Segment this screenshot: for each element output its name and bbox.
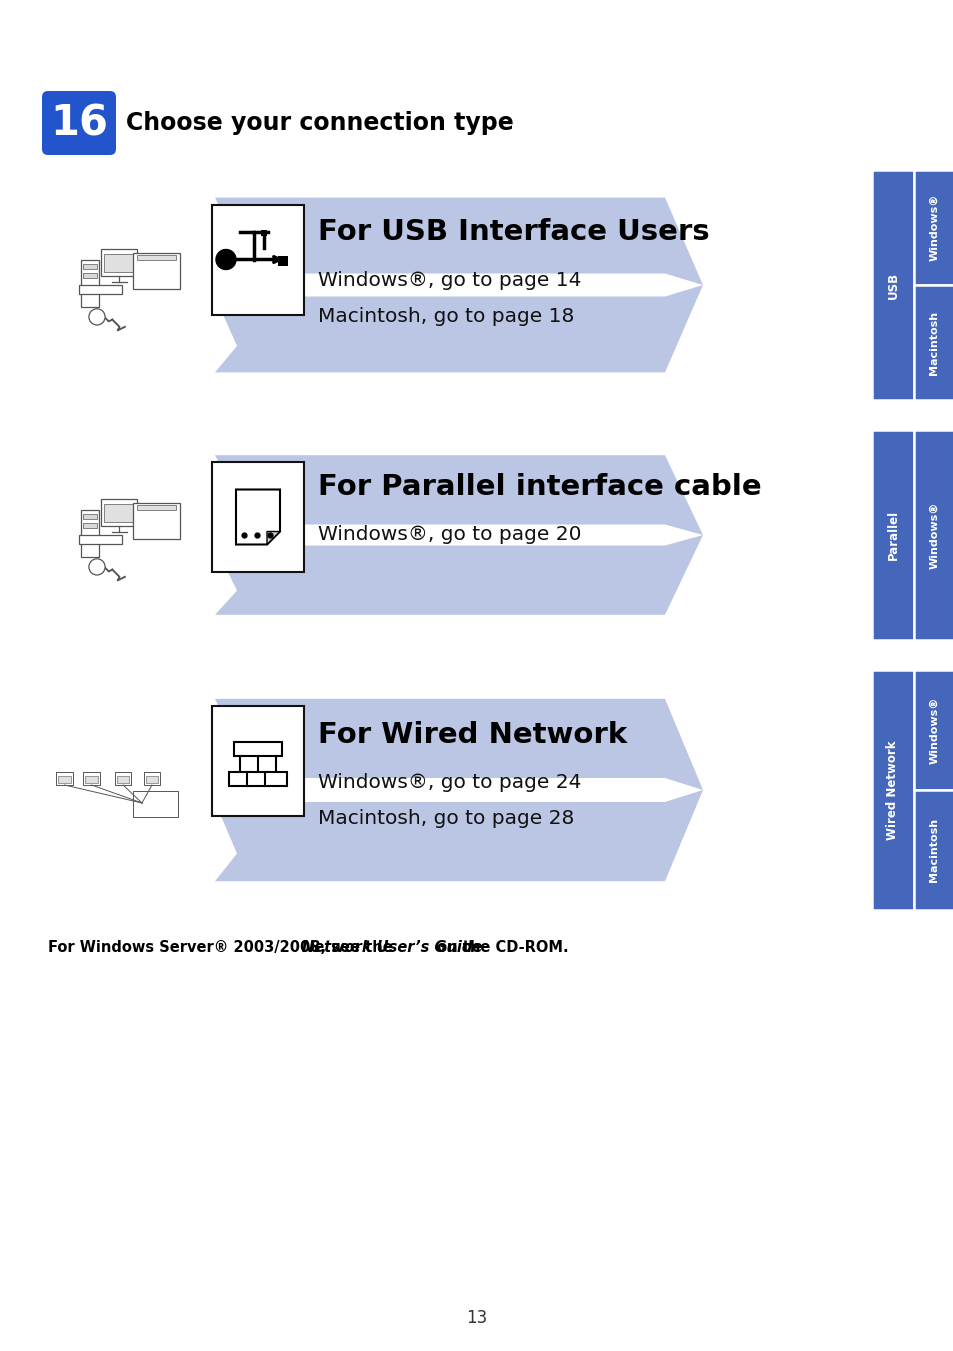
Polygon shape — [267, 531, 280, 544]
Text: Macintosh, go to page 28: Macintosh, go to page 28 — [317, 809, 574, 828]
Bar — [83, 523, 97, 528]
Text: Windows®: Windows® — [928, 696, 938, 763]
Bar — [101, 249, 137, 276]
Bar — [101, 499, 137, 526]
Bar — [132, 792, 178, 816]
Polygon shape — [214, 535, 702, 615]
Text: For Parallel interface cable: For Parallel interface cable — [317, 473, 760, 501]
Bar — [85, 775, 98, 784]
Bar — [83, 263, 97, 269]
Bar — [132, 503, 179, 539]
Polygon shape — [214, 455, 702, 535]
Bar — [132, 253, 179, 289]
Text: Windows®, go to page 20: Windows®, go to page 20 — [317, 526, 581, 544]
Bar — [144, 773, 160, 785]
Bar — [83, 273, 97, 278]
Bar — [233, 742, 282, 757]
Bar — [913, 430, 953, 640]
Bar — [116, 775, 130, 784]
Bar — [79, 535, 122, 543]
Bar — [104, 504, 134, 521]
Bar — [58, 775, 71, 784]
Bar — [871, 170, 913, 400]
Circle shape — [89, 309, 105, 326]
Bar — [913, 170, 953, 285]
Bar — [871, 430, 913, 640]
Polygon shape — [214, 197, 702, 285]
Text: Choose your connection type: Choose your connection type — [126, 111, 514, 135]
Text: Network User’s Guide: Network User’s Guide — [301, 940, 481, 955]
Bar — [136, 255, 176, 261]
Bar — [212, 462, 304, 571]
Bar — [871, 670, 913, 911]
FancyBboxPatch shape — [42, 91, 116, 155]
Bar — [79, 285, 122, 293]
Circle shape — [215, 250, 235, 269]
Bar — [81, 511, 99, 557]
Bar — [84, 773, 100, 785]
Bar — [913, 670, 953, 790]
Text: Parallel: Parallel — [885, 509, 899, 561]
Polygon shape — [214, 698, 702, 790]
Text: For USB Interface Users: For USB Interface Users — [317, 218, 709, 246]
Text: For Windows Server® 2003/2008, see the: For Windows Server® 2003/2008, see the — [48, 940, 397, 955]
Bar — [913, 285, 953, 400]
Text: Windows®: Windows® — [928, 193, 938, 261]
Text: on the CD-ROM.: on the CD-ROM. — [432, 940, 568, 955]
Text: For Wired Network: For Wired Network — [317, 721, 626, 748]
Text: Windows®, go to page 24: Windows®, go to page 24 — [317, 773, 581, 792]
Circle shape — [89, 559, 105, 576]
Bar — [146, 775, 158, 784]
Text: USB: USB — [885, 272, 899, 299]
Bar — [56, 773, 72, 785]
Bar — [212, 204, 304, 315]
Text: 16: 16 — [50, 101, 108, 145]
Bar — [81, 261, 99, 307]
Bar — [265, 771, 287, 786]
Bar — [247, 771, 269, 786]
Bar — [229, 771, 251, 786]
Bar — [212, 707, 304, 816]
Bar — [136, 505, 176, 511]
Text: Macintosh: Macintosh — [928, 817, 938, 882]
Text: Windows®: Windows® — [928, 501, 938, 569]
Bar — [261, 230, 267, 235]
Polygon shape — [235, 489, 280, 544]
Polygon shape — [214, 285, 702, 373]
Bar — [83, 513, 97, 519]
Bar — [277, 255, 288, 266]
Bar — [104, 254, 134, 272]
Polygon shape — [214, 790, 702, 881]
Text: Macintosh: Macintosh — [928, 311, 938, 374]
Text: Macintosh, go to page 18: Macintosh, go to page 18 — [317, 307, 574, 326]
Bar — [115, 773, 132, 785]
Bar — [913, 790, 953, 911]
Text: Windows®, go to page 14: Windows®, go to page 14 — [317, 270, 581, 289]
Text: Wired Network: Wired Network — [885, 740, 899, 840]
Text: 13: 13 — [466, 1309, 487, 1327]
